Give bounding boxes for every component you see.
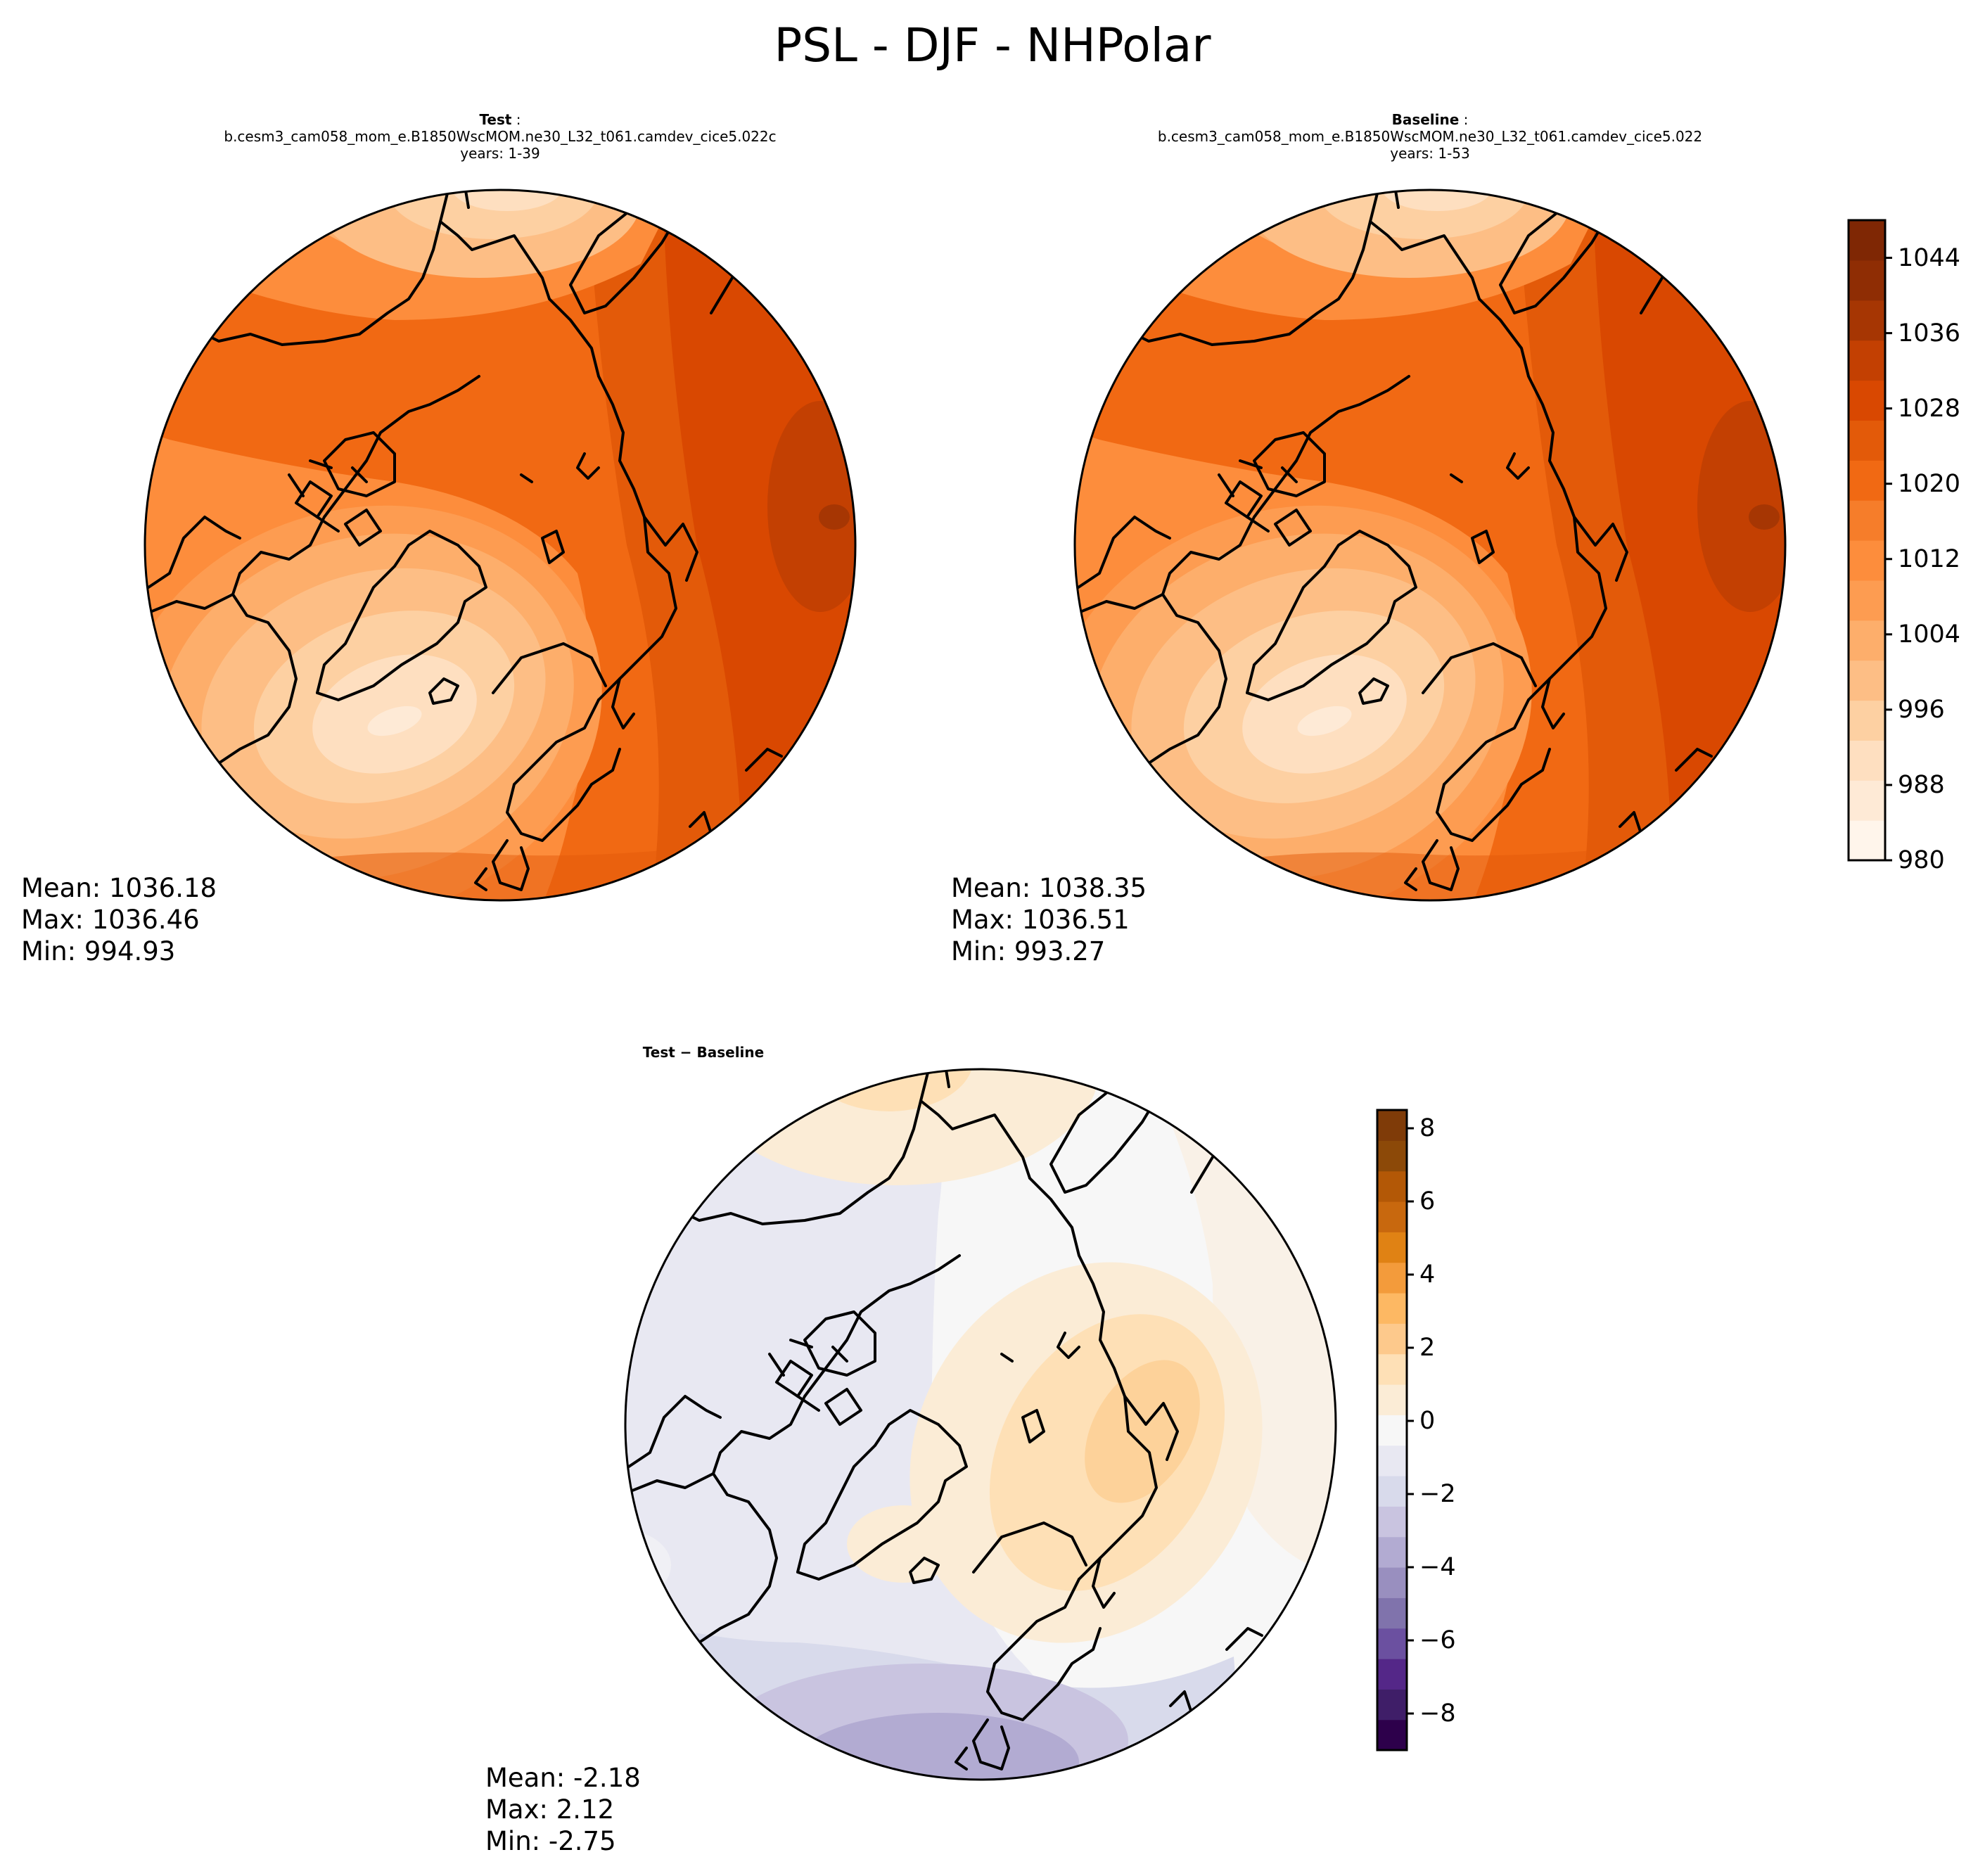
psl-colorbar	[1847, 219, 1892, 862]
diff-stats: Mean: -2.18 Max: 2.12 Min: -2.75	[485, 1762, 641, 1857]
psl-colorbar-segment	[1849, 620, 1885, 661]
psl-colorbar-segment	[1849, 380, 1885, 421]
diff-colorbar-segment	[1377, 1536, 1407, 1568]
diff-colorbar-segment	[1377, 1719, 1407, 1751]
diff-colorbar-segment	[1377, 1293, 1407, 1324]
diff-colorbar-segment	[1377, 1628, 1407, 1659]
psl-colorbar-segment	[1849, 820, 1885, 861]
test-map	[145, 190, 855, 900]
diff-colorbar-tick-label: 2	[1419, 1334, 1436, 1362]
psl-colorbar-segment	[1849, 300, 1885, 341]
psl-colorbar-segment	[1849, 500, 1885, 541]
baseline-label: Baseline	[1391, 111, 1460, 128]
diff-colorbar-segment	[1377, 1476, 1407, 1507]
baseline-max: Max: 1036.51	[951, 905, 1130, 935]
diff-colorbar-segment	[1377, 1689, 1407, 1721]
baseline-panel-title: Baseline : b.cesm3_cam058_mom_e.B1850Wsc…	[1099, 111, 1761, 162]
figure-title: PSL - DJF - NHPolar	[774, 18, 1211, 72]
psl-colorbar-segment	[1849, 340, 1885, 381]
diff-colorbar-tick-label: 6	[1419, 1187, 1436, 1215]
psl-colorbar-segment	[1849, 460, 1885, 501]
diff-colorbar-segment	[1377, 1170, 1407, 1202]
diff-colorbar-segment	[1377, 1567, 1407, 1598]
baseline-map	[1075, 190, 1785, 900]
diff-colorbar-tick-label: −6	[1419, 1626, 1456, 1654]
diff-colorbar	[1376, 1109, 1414, 1751]
diff-colorbar-segment	[1377, 1353, 1407, 1385]
psl-colorbar-tick-label: 1012	[1898, 544, 1961, 573]
diff-map-border	[624, 1068, 1337, 1781]
diff-colorbar-segment	[1377, 1506, 1407, 1538]
test-years: years: 1-39	[460, 145, 540, 162]
test-map-border	[143, 189, 857, 902]
test-min: Min: 994.93	[21, 936, 176, 966]
baseline-mean: Mean: 1038.35	[951, 873, 1147, 903]
psl-colorbar-segment	[1849, 260, 1885, 301]
diff-colorbar-tick-label: −8	[1419, 1699, 1456, 1728]
baseline-stats: Mean: 1038.35 Max: 1036.51 Min: 993.27	[951, 872, 1147, 967]
diff-colorbar-segment	[1377, 1597, 1407, 1629]
test-mean: Mean: 1036.18	[21, 873, 217, 903]
test-max: Max: 1036.46	[21, 905, 200, 935]
psl-colorbar-tick-label: 1004	[1898, 620, 1961, 649]
psl-colorbar-segment	[1849, 660, 1885, 701]
test-label: Test	[479, 111, 512, 128]
psl-colorbar-segment	[1849, 580, 1885, 621]
diff-colorbar-segment	[1377, 1445, 1407, 1476]
diff-colorbar-tick-label: 4	[1419, 1261, 1436, 1289]
diff-label: Test − Baseline	[642, 1044, 765, 1061]
psl-colorbar-segment	[1849, 780, 1885, 821]
baseline-case-name: b.cesm3_cam058_mom_e.B1850WscMOM.ne30_L3…	[1157, 128, 1703, 145]
psl-colorbar-frame	[1847, 219, 1887, 862]
diff-colorbar-segment	[1377, 1262, 1407, 1294]
psl-colorbar-tick-label: 1044	[1898, 243, 1961, 272]
diff-colorbar-segment	[1377, 1384, 1407, 1415]
psl-colorbar-tick-label: 996	[1898, 695, 1945, 724]
psl-colorbar-segment	[1849, 220, 1885, 261]
test-stats: Mean: 1036.18 Max: 1036.46 Min: 994.93	[21, 872, 217, 967]
diff-max: Max: 2.12	[485, 1794, 615, 1825]
diff-colorbar-tick-label: −2	[1419, 1480, 1456, 1508]
test-panel-title: Test : b.cesm3_cam058_mom_e.B1850WscMOM.…	[170, 111, 831, 162]
baseline-min: Min: 993.27	[951, 936, 1106, 966]
psl-colorbar-segment	[1849, 540, 1885, 581]
psl-colorbar-tick-label: 980	[1898, 846, 1945, 874]
diff-colorbar-segment	[1377, 1201, 1407, 1232]
diff-colorbar-tick-label: 0	[1419, 1407, 1436, 1435]
baseline-years: years: 1-53	[1390, 145, 1470, 162]
diff-colorbar-segment	[1377, 1110, 1407, 1141]
psl-colorbar-segment	[1849, 740, 1885, 781]
baseline-map-border	[1073, 189, 1787, 902]
diff-colorbar-segment	[1377, 1659, 1407, 1690]
psl-colorbar-tick-label: 1036	[1898, 319, 1961, 347]
psl-colorbar-segment	[1849, 700, 1885, 741]
diff-colorbar-tick-label: −4	[1419, 1553, 1456, 1581]
diff-colorbar-segment	[1377, 1323, 1407, 1355]
psl-colorbar-tick-label: 1028	[1898, 394, 1961, 423]
diff-colorbar-segment	[1377, 1415, 1407, 1446]
test-case-name: b.cesm3_cam058_mom_e.B1850WscMOM.ne30_L3…	[224, 128, 777, 145]
diff-colorbar-tick-label: 8	[1419, 1114, 1436, 1142]
diff-panel-title: Test − Baseline	[563, 1044, 844, 1061]
diff-mean: Mean: -2.18	[485, 1763, 641, 1793]
psl-colorbar-tick-label: 1020	[1898, 469, 1961, 498]
diff-colorbar-segment	[1377, 1232, 1407, 1263]
psl-colorbar-segment	[1849, 420, 1885, 461]
diff-map	[625, 1069, 1336, 1780]
diff-colorbar-segment	[1377, 1140, 1407, 1172]
psl-colorbar-tick-label: 988	[1898, 770, 1945, 799]
diff-colorbar-frame	[1376, 1109, 1408, 1751]
diff-min: Min: -2.75	[485, 1826, 616, 1856]
